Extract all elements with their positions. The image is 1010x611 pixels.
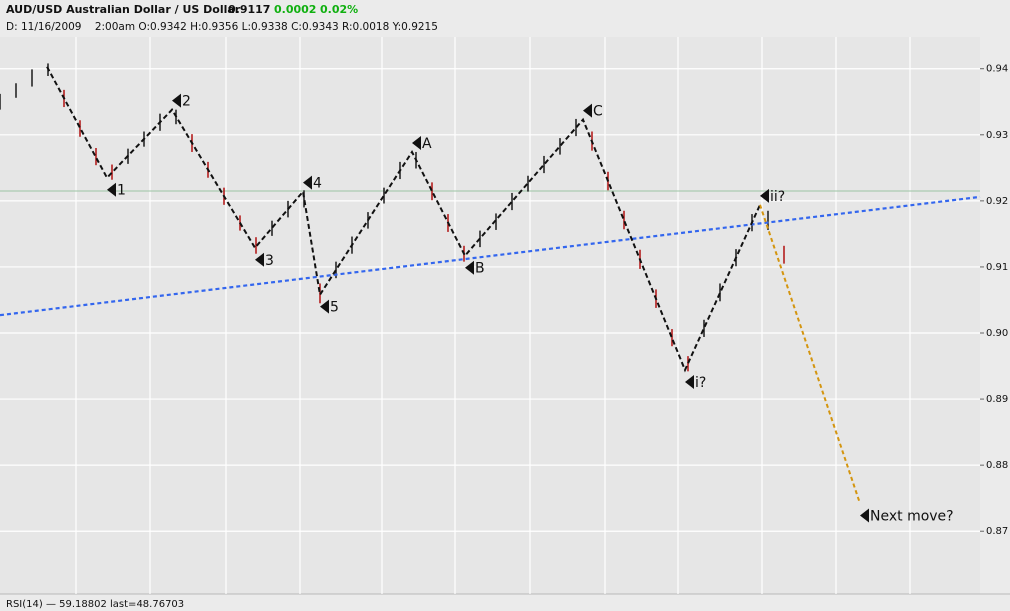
wave-marker xyxy=(107,182,116,197)
wave-marker xyxy=(172,93,181,108)
trend-line xyxy=(0,195,981,317)
wave-marker xyxy=(303,175,312,190)
projection-line xyxy=(759,204,861,504)
footer: RSI(14) — 59.18802 last=48.76703 xyxy=(6,599,184,610)
wave-label: 4 xyxy=(313,176,322,192)
wave-marker xyxy=(412,135,421,150)
info-line: D: 11/16/2009 2:00am O:0.9342 H:0.9356 L… xyxy=(6,21,438,33)
plot-area xyxy=(0,37,980,594)
y-tick-label: 0.89 xyxy=(986,394,1008,405)
y-tick-label: 0.88 xyxy=(986,460,1008,471)
wave-label: 5 xyxy=(330,300,339,316)
wave-label: 2 xyxy=(182,94,191,110)
wave-marker xyxy=(320,299,329,314)
wave-label: C xyxy=(593,104,603,120)
wave-marker xyxy=(860,508,869,523)
change-pct: 0.02% xyxy=(320,3,358,16)
wave-marker xyxy=(760,188,769,203)
wave-label: 1 xyxy=(117,183,126,199)
y-tick-label: 0.93 xyxy=(986,130,1008,141)
wave-label: Next move? xyxy=(870,508,954,524)
wave-line xyxy=(46,66,761,373)
wave-marker xyxy=(685,375,694,390)
chart-title: AUD/USD Australian Dollar / US Dollar xyxy=(6,3,241,16)
y-tick-label: 0.91 xyxy=(986,262,1008,273)
wave-label: i? xyxy=(695,375,706,391)
y-tick-label: 0.87 xyxy=(986,526,1008,537)
wave-marker xyxy=(255,252,264,267)
y-tick-label: 0.94 xyxy=(986,64,1008,75)
y-tick-label: 0.92 xyxy=(986,196,1008,207)
change: 0.0002 xyxy=(274,3,316,16)
wave-label: ii? xyxy=(770,189,785,205)
last-price: 0.9117 xyxy=(228,3,270,16)
wave-label: B xyxy=(475,261,485,277)
wave-marker xyxy=(465,260,474,275)
y-tick-label: 0.90 xyxy=(986,328,1008,339)
wave-marker xyxy=(583,103,592,118)
wave-label: A xyxy=(422,136,432,152)
wave-label: 3 xyxy=(265,253,274,269)
